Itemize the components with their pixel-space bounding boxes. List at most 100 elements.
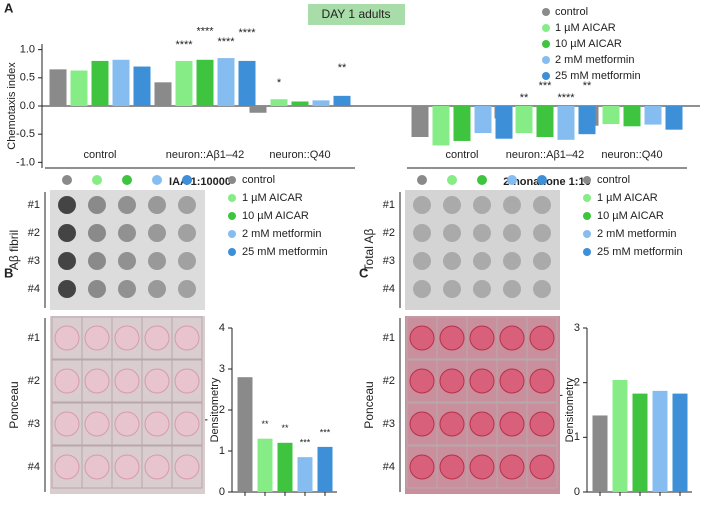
legend-marker	[542, 56, 550, 64]
legend-marker	[583, 230, 591, 238]
bar	[536, 106, 554, 137]
legend-marker	[542, 72, 550, 80]
y-axis-label: Chemotaxis index	[6, 62, 18, 150]
significance: **	[520, 92, 529, 104]
ponceau-spot	[144, 368, 170, 394]
bar	[312, 100, 330, 106]
y-tick-label: 1	[574, 431, 580, 443]
blot-spot	[503, 224, 521, 242]
significance: ***	[300, 438, 311, 448]
row-label: #4	[28, 283, 40, 295]
panel-label: B	[4, 265, 13, 280]
bar	[154, 82, 172, 106]
y-tick-label: 1	[219, 445, 225, 457]
category-label: neuron::Aβ1–42	[166, 149, 245, 161]
significance: **	[281, 423, 289, 433]
y-tick-label: -0.5	[16, 128, 35, 140]
ponceau-spot	[529, 411, 555, 437]
y-tick-label: 1.0	[20, 44, 35, 56]
bar	[495, 106, 513, 139]
bar	[515, 106, 533, 134]
bar	[592, 415, 608, 492]
ponceau-spot	[174, 325, 200, 351]
ponceau-spot	[529, 368, 555, 394]
y-tick-label: -1.0	[16, 156, 35, 168]
ponceau-spot	[439, 454, 465, 480]
ponceau-spot	[114, 368, 140, 394]
row-label: #4	[28, 461, 40, 473]
blot-label: Aβ fibril	[7, 230, 21, 270]
blot-spot	[503, 280, 521, 298]
lane-marker	[537, 175, 547, 185]
row-label: #3	[28, 255, 40, 267]
legend-marker	[228, 194, 236, 202]
y-tick-label: 2	[574, 377, 580, 389]
blot-spot	[118, 252, 136, 270]
blot-spot	[473, 252, 491, 270]
bar	[249, 106, 267, 113]
ponceau-spot	[439, 411, 465, 437]
ponceau-spot	[499, 368, 525, 394]
legend-marker	[228, 212, 236, 220]
category-label: neuron::Q40	[269, 149, 330, 161]
row-label: #3	[383, 418, 395, 430]
bar	[270, 99, 288, 106]
ponceau-spot	[54, 411, 80, 437]
panel-label: A	[4, 0, 14, 15]
blot-spot	[88, 196, 106, 214]
category-label: control	[445, 149, 478, 161]
ponceau-spot	[409, 325, 435, 351]
legend-marker	[228, 230, 236, 238]
bar	[238, 60, 256, 106]
blot-spot	[503, 252, 521, 270]
significance: ****	[238, 27, 256, 39]
y-tick-label: 0	[574, 486, 580, 498]
row-label: #4	[383, 283, 395, 295]
bar	[277, 442, 293, 492]
row-label: #2	[383, 227, 395, 239]
bar	[632, 393, 648, 492]
ponceau-spot	[409, 411, 435, 437]
bar	[333, 95, 351, 106]
bar	[623, 106, 641, 127]
bar	[557, 106, 575, 140]
row-label: #2	[28, 375, 40, 387]
lane-marker	[92, 175, 102, 185]
lane-marker	[477, 175, 487, 185]
blot-spot	[533, 196, 551, 214]
y-tick-label: 4	[219, 322, 225, 334]
legend-marker	[542, 40, 550, 48]
ponceau-spot	[114, 411, 140, 437]
blot-spot	[88, 224, 106, 242]
blot-spot	[473, 224, 491, 242]
blot-spot	[473, 280, 491, 298]
y-tick-label: 0.5	[20, 72, 35, 84]
legend-label: 10 µM AICAR	[555, 38, 622, 50]
ponceau-spot	[439, 325, 465, 351]
bar	[644, 106, 662, 125]
y-tick-label: 3	[574, 322, 580, 334]
significance: ****	[196, 26, 214, 38]
blot-spot	[533, 252, 551, 270]
ponceau-spot	[409, 454, 435, 480]
ponceau-spot	[469, 411, 495, 437]
bar	[317, 446, 333, 492]
blot-spot	[88, 280, 106, 298]
y-tick-label: 3	[219, 363, 225, 375]
legend-label: 1 µM AICAR	[597, 192, 658, 204]
blot-spot	[413, 196, 431, 214]
row-label: #4	[383, 461, 395, 473]
significance: *	[277, 77, 282, 89]
blot-spot	[443, 224, 461, 242]
legend-marker	[583, 248, 591, 256]
lane-marker	[447, 175, 457, 185]
blot-spot	[443, 196, 461, 214]
bar	[196, 59, 214, 106]
ponceau-spot	[499, 411, 525, 437]
blot-spot	[58, 252, 76, 270]
blot-spot	[148, 280, 166, 298]
significance: ****	[175, 39, 193, 51]
blot-spot	[533, 280, 551, 298]
legend-marker	[228, 248, 236, 256]
category-label: neuron::Q40	[601, 149, 662, 161]
